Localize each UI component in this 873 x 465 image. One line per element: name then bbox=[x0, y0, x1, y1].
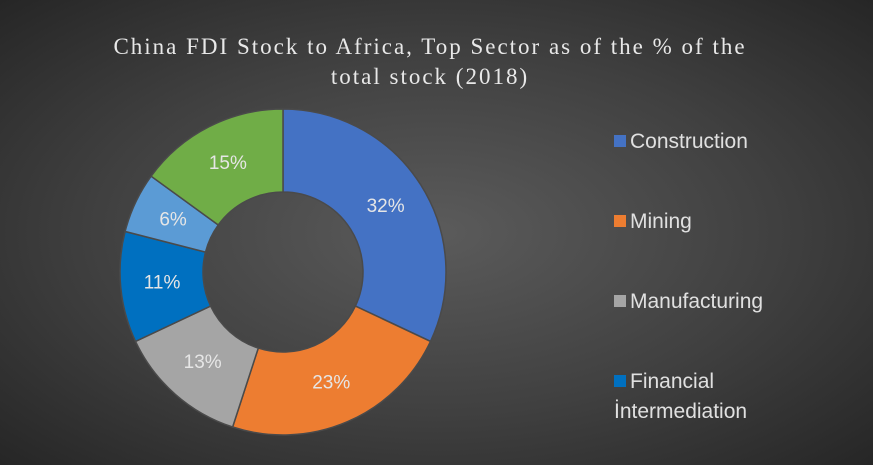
data-label: 32% bbox=[367, 196, 405, 217]
slice bbox=[150, 108, 284, 227]
data-label: 11% bbox=[144, 272, 181, 293]
legend-swatch bbox=[614, 135, 626, 147]
legend-item: Manufacturing bbox=[614, 287, 814, 317]
data-label: 23% bbox=[312, 373, 350, 394]
legend-swatch bbox=[614, 295, 626, 307]
legend-swatch bbox=[614, 375, 626, 387]
slice bbox=[231, 305, 432, 436]
legend-label: Construction bbox=[630, 130, 748, 153]
legend-label: Manufacturing bbox=[630, 290, 764, 313]
legend-label: Financial İntermediation bbox=[614, 370, 748, 423]
legend-item: Construction bbox=[614, 127, 814, 157]
legend-item: Mining bbox=[614, 207, 814, 237]
data-label: 13% bbox=[184, 352, 222, 373]
data-label: 15% bbox=[209, 153, 247, 174]
chart-title: China FDI Stock to Africa, Top Sector as… bbox=[113, 34, 747, 89]
legend-item: Financial İntermediation bbox=[614, 367, 814, 427]
data-label: 6% bbox=[159, 209, 187, 230]
legend-swatch bbox=[614, 215, 626, 227]
legend-label: Mining bbox=[630, 210, 692, 233]
slice bbox=[282, 108, 447, 343]
